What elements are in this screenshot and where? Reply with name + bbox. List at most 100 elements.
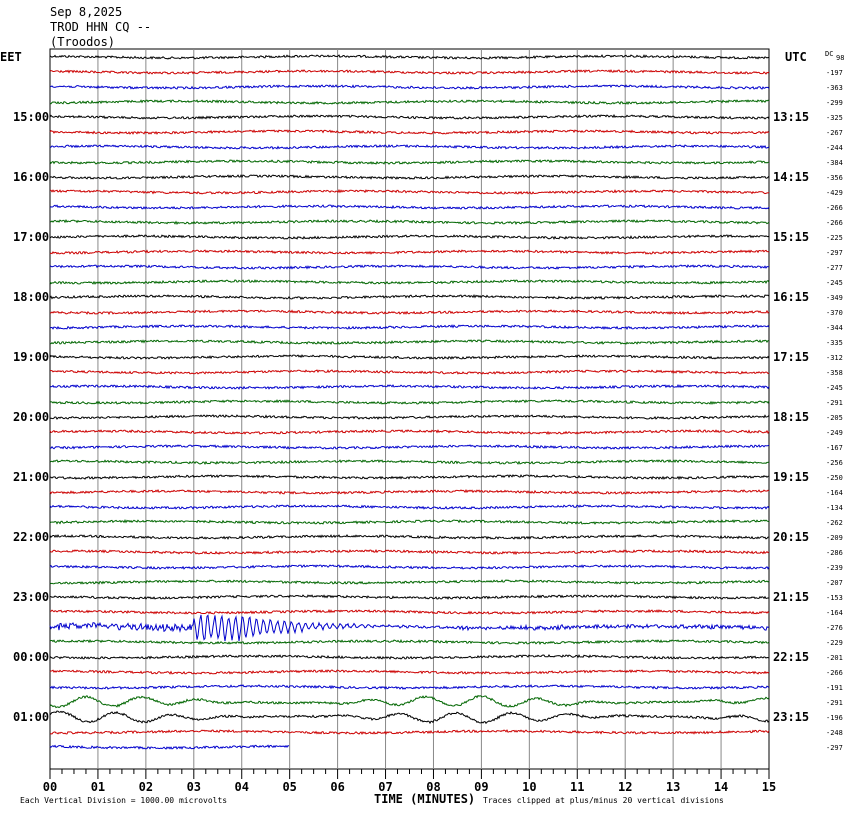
seismic-trace <box>49 144 770 150</box>
seismic-trace <box>49 294 770 300</box>
dc-offset-label: -267 <box>826 129 843 137</box>
seismic-trace <box>49 579 770 585</box>
seismic-trace <box>49 279 770 285</box>
scale-footnote: Each Vertical Division = 1000.00 microvo… <box>20 796 228 805</box>
x-tick-label: 02 <box>139 780 153 794</box>
seismic-trace <box>50 444 770 450</box>
dc-offset-label: -191 <box>826 684 843 692</box>
x-tick-label: 14 <box>714 780 728 794</box>
seismic-trace <box>49 594 770 600</box>
dc-offset-label: -239 <box>826 564 843 572</box>
right-time-label: 14:15 <box>773 170 809 184</box>
seismic-trace <box>50 608 770 615</box>
seismic-trace <box>49 548 770 556</box>
dc-offset-label: -384 <box>826 159 843 167</box>
seismic-trace <box>49 669 770 675</box>
dc-offset-label: -205 <box>826 414 843 422</box>
dc-offset-label: -197 <box>826 69 843 77</box>
dc-offset-label: -356 <box>826 174 843 182</box>
seismic-trace <box>49 264 770 270</box>
right-time-label: 22:15 <box>773 650 809 664</box>
seismic-trace <box>49 504 770 510</box>
left-timezone-label: EET <box>0 50 22 64</box>
left-time-label: 01:00 <box>13 710 49 724</box>
dc-offset-label: -266 <box>826 669 843 677</box>
seismic-trace <box>49 113 770 120</box>
header-station: TROD HHN CQ -- <box>50 20 152 34</box>
x-tick-label: 12 <box>618 780 632 794</box>
seismic-trace <box>49 174 770 180</box>
dc-offset-label: -297 <box>826 249 843 257</box>
x-tick-label: 01 <box>91 780 105 794</box>
x-tick-label: 10 <box>522 780 536 794</box>
right-time-label: 16:15 <box>773 290 809 304</box>
dc-offset-label: -248 <box>826 729 843 737</box>
seismic-trace <box>49 84 770 90</box>
seismic-trace <box>49 684 770 690</box>
dc-offset-label: -225 <box>826 234 843 242</box>
right-timezone-label: UTC <box>785 50 807 64</box>
seismic-trace <box>49 69 770 75</box>
left-time-label: 15:00 <box>13 110 49 124</box>
seismic-trace <box>49 614 770 642</box>
right-time-label: 17:15 <box>773 350 809 364</box>
x-tick-label: 15 <box>762 780 776 794</box>
left-time-label: 19:00 <box>13 350 49 364</box>
dc-offset-label: -245 <box>826 384 843 392</box>
seismic-trace <box>49 459 770 465</box>
right-time-label: 19:15 <box>773 470 809 484</box>
plot-frame <box>49 48 770 770</box>
dc-offset-label: -349 <box>826 294 843 302</box>
left-time-label: 17:00 <box>13 230 49 244</box>
seismic-trace <box>49 654 770 660</box>
right-time-label: 23:15 <box>773 710 809 724</box>
seismic-trace <box>49 99 770 105</box>
x-tick-label: 04 <box>235 780 249 794</box>
right-time-label: 15:15 <box>773 230 809 244</box>
header-block: Sep 8,2025 TROD HHN CQ -- (Troodos) <box>50 5 151 50</box>
x-tick-label: 07 <box>378 780 392 794</box>
dc-offset-label: -167 <box>826 444 843 452</box>
dc-offset-label: -291 <box>826 699 843 707</box>
x-tick-label: 00 <box>43 780 57 794</box>
seismic-trace <box>49 519 770 525</box>
seismic-trace <box>49 354 770 360</box>
dc-offset-label: -312 <box>826 354 843 362</box>
left-time-label: 21:00 <box>13 470 49 484</box>
dc-offset-label: -207 <box>826 579 843 587</box>
seismic-trace <box>49 339 770 346</box>
seismic-trace <box>49 324 770 330</box>
dc-offset-label: -134 <box>826 504 843 512</box>
right-time-label: 21:15 <box>773 590 809 604</box>
seismic-trace <box>49 218 770 225</box>
dc-offset-label: -266 <box>826 219 843 227</box>
dc-offset-label: 98 <box>836 54 844 62</box>
dc-offset-label: -196 <box>826 714 843 722</box>
dc-offset-label: -335 <box>826 339 843 347</box>
dc-offset-label: -370 <box>826 309 843 317</box>
seismic-trace <box>49 488 770 495</box>
right-time-label: 13:15 <box>773 110 809 124</box>
dc-offset-label: -245 <box>826 279 843 287</box>
dc-offset-label: -153 <box>826 594 843 602</box>
dc-column-label: DC <box>825 50 834 58</box>
clipping-footnote: Traces clipped at plus/minus 20 vertical… <box>483 796 724 805</box>
x-tick-label: 09 <box>474 780 488 794</box>
x-tick-label: 05 <box>282 780 296 794</box>
right-time-label: 20:15 <box>773 530 809 544</box>
seismic-trace <box>49 399 770 405</box>
x-tick-label: 13 <box>666 780 680 794</box>
seismic-trace <box>49 694 770 709</box>
seismic-trace <box>49 414 770 420</box>
dc-offset-label: -250 <box>826 474 843 482</box>
seismic-trace <box>49 744 290 750</box>
seismic-trace <box>49 710 770 725</box>
left-time-label: 23:00 <box>13 590 49 604</box>
dc-offset-label: -201 <box>826 654 843 662</box>
dc-offset-label: -291 <box>826 399 843 407</box>
x-tick-label: 03 <box>187 780 201 794</box>
dc-offset-label: -209 <box>826 534 843 542</box>
x-tick-label: 08 <box>426 780 440 794</box>
dc-offset-label: -244 <box>826 144 843 152</box>
